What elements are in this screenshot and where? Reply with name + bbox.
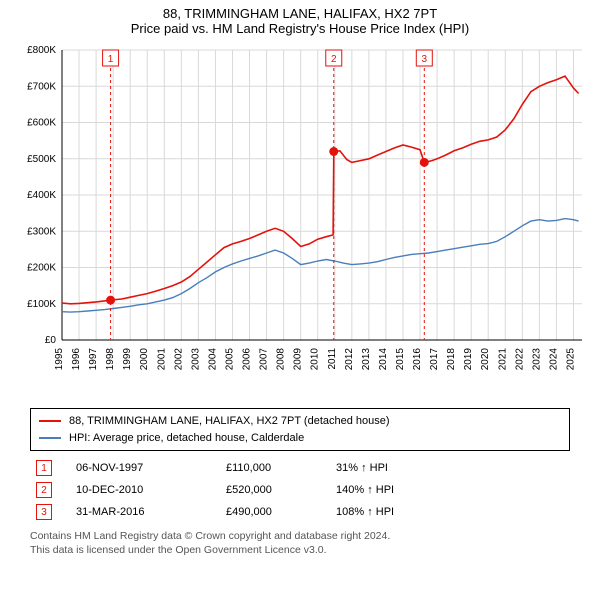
svg-text:£800K: £800K [27,45,56,56]
legend-label-hpi: HPI: Average price, detached house, Cald… [69,430,304,447]
svg-text:1995: 1995 [54,348,65,371]
svg-text:2019: 2019 [463,348,474,371]
svg-text:2017: 2017 [429,348,440,371]
svg-text:2014: 2014 [378,348,389,371]
sale-row-1: 1 06-NOV-1997 £110,000 31% ↑ HPI [30,457,570,479]
svg-text:2005: 2005 [224,348,235,371]
legend-label-property: 88, TRIMMINGHAM LANE, HALIFAX, HX2 7PT (… [69,413,390,430]
sale-ratio-2: 140% ↑ HPI [336,484,476,496]
legend: 88, TRIMMINGHAM LANE, HALIFAX, HX2 7PT (… [30,408,570,451]
sale-ratio-1: 31% ↑ HPI [336,462,476,474]
footer-line2: This data is licensed under the Open Gov… [30,543,570,557]
svg-text:1: 1 [108,54,114,65]
title-subtitle: Price paid vs. HM Land Registry's House … [10,21,590,36]
title-block: 88, TRIMMINGHAM LANE, HALIFAX, HX2 7PT P… [10,6,590,36]
svg-text:£200K: £200K [27,263,56,274]
svg-text:1997: 1997 [88,348,99,371]
svg-text:£600K: £600K [27,118,56,129]
svg-text:1996: 1996 [71,348,82,371]
svg-text:2023: 2023 [531,348,542,371]
svg-text:2007: 2007 [259,348,270,371]
line-chart-svg: £0 £100K £200K £300K £400K £500K £600K £700K £80… [10,40,590,400]
sale-badge-1: 1 [36,460,52,476]
svg-text:2021: 2021 [497,348,508,371]
svg-text:1998: 1998 [105,348,116,371]
title-address: 88, TRIMMINGHAM LANE, HALIFAX, HX2 7PT [10,6,590,21]
svg-text:2001: 2001 [156,348,167,371]
svg-text:2018: 2018 [446,348,457,371]
svg-text:2024: 2024 [548,348,559,371]
sales-table: 1 06-NOV-1997 £110,000 31% ↑ HPI 2 10-DE… [30,457,570,523]
legend-swatch-hpi [39,437,61,439]
sale-row-3: 3 31-MAR-2016 £490,000 108% ↑ HPI [30,501,570,523]
svg-text:1999: 1999 [122,348,133,371]
legend-item-hpi: HPI: Average price, detached house, Cald… [39,430,561,447]
sale-badge-3: 3 [36,504,52,520]
svg-text:2006: 2006 [242,348,253,371]
svg-text:2: 2 [331,54,337,65]
legend-item-property: 88, TRIMMINGHAM LANE, HALIFAX, HX2 7PT (… [39,413,561,430]
svg-text:£500K: £500K [27,154,56,165]
svg-text:£100K: £100K [27,299,56,310]
chart-container: 88, TRIMMINGHAM LANE, HALIFAX, HX2 7PT P… [0,0,600,565]
svg-text:2022: 2022 [514,348,525,371]
svg-text:£700K: £700K [27,81,56,92]
svg-text:2015: 2015 [395,348,406,371]
sale-price-2: £520,000 [226,484,336,496]
sale-ratio-3: 108% ↑ HPI [336,506,476,518]
svg-text:2002: 2002 [173,348,184,371]
svg-text:2008: 2008 [276,348,287,371]
sale-date-3: 31-MAR-2016 [76,506,226,518]
svg-text:2003: 2003 [190,348,201,371]
footer-note: Contains HM Land Registry data © Crown c… [30,529,570,557]
sale-date-2: 10-DEC-2010 [76,484,226,496]
sale-price-1: £110,000 [226,462,336,474]
svg-text:2020: 2020 [480,348,491,371]
svg-text:2012: 2012 [344,348,355,371]
sale-date-1: 06-NOV-1997 [76,462,226,474]
svg-text:2004: 2004 [207,348,218,371]
svg-text:3: 3 [422,54,428,65]
svg-text:£0: £0 [45,335,57,346]
svg-text:2013: 2013 [361,348,372,371]
svg-text:2009: 2009 [293,348,304,371]
chart-area: £0 £100K £200K £300K £400K £500K £600K £700K £80… [10,40,590,400]
svg-text:2010: 2010 [310,348,321,371]
svg-text:£300K: £300K [27,226,56,237]
sale-price-3: £490,000 [226,506,336,518]
svg-text:2025: 2025 [565,348,576,371]
sale-badge-2: 2 [36,482,52,498]
legend-swatch-property [39,420,61,422]
sale-row-2: 2 10-DEC-2010 £520,000 140% ↑ HPI [30,479,570,501]
svg-text:2016: 2016 [412,348,423,371]
footer-line1: Contains HM Land Registry data © Crown c… [30,529,570,543]
svg-text:2000: 2000 [139,348,150,371]
svg-text:2011: 2011 [327,348,338,370]
svg-text:£400K: £400K [27,190,56,201]
